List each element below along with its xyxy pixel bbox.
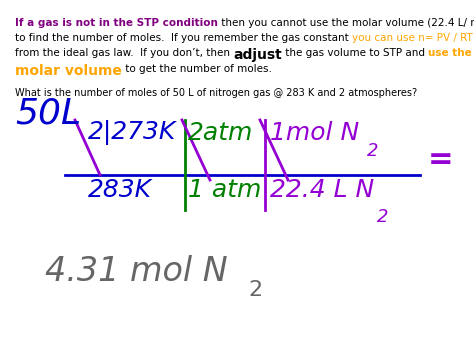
Text: 2: 2: [377, 208, 389, 226]
Text: =: =: [428, 146, 454, 175]
Text: to get the number of moles.: to get the number of moles.: [122, 64, 272, 74]
Text: 2: 2: [367, 142, 379, 160]
Text: 50L: 50L: [15, 96, 81, 130]
Text: 22.4 L N: 22.4 L N: [270, 178, 374, 202]
Text: 2atm: 2atm: [188, 121, 254, 145]
Text: 283K: 283K: [88, 178, 152, 202]
Text: 2: 2: [248, 280, 262, 300]
Text: adjust: adjust: [233, 48, 282, 62]
Text: to find the number of moles.  If you remember the gas constant: to find the number of moles. If you reme…: [15, 33, 352, 43]
Text: then you cannot use the molar volume (22.4 L/ mol): then you cannot use the molar volume (22…: [218, 18, 474, 28]
Text: 2|273K: 2|273K: [88, 120, 176, 145]
Text: If a gas is not in the STP condition: If a gas is not in the STP condition: [15, 18, 218, 28]
Text: you can use n= PV / RT: you can use n= PV / RT: [352, 33, 473, 43]
Text: the gas volume to STP and: the gas volume to STP and: [282, 48, 428, 58]
Text: 4.31 mol N: 4.31 mol N: [45, 255, 228, 288]
Text: What is the number of moles of 50 L of nitrogen gas @ 283 K and 2 atmospheres?: What is the number of moles of 50 L of n…: [15, 88, 417, 98]
Text: 1mol N: 1mol N: [270, 121, 359, 145]
Text: molar volume: molar volume: [15, 64, 122, 78]
Text: 1 atm: 1 atm: [188, 178, 261, 202]
Text: from the ideal gas law.  If you don’t, then: from the ideal gas law. If you don’t, th…: [15, 48, 233, 58]
Text: use the: use the: [428, 48, 472, 58]
